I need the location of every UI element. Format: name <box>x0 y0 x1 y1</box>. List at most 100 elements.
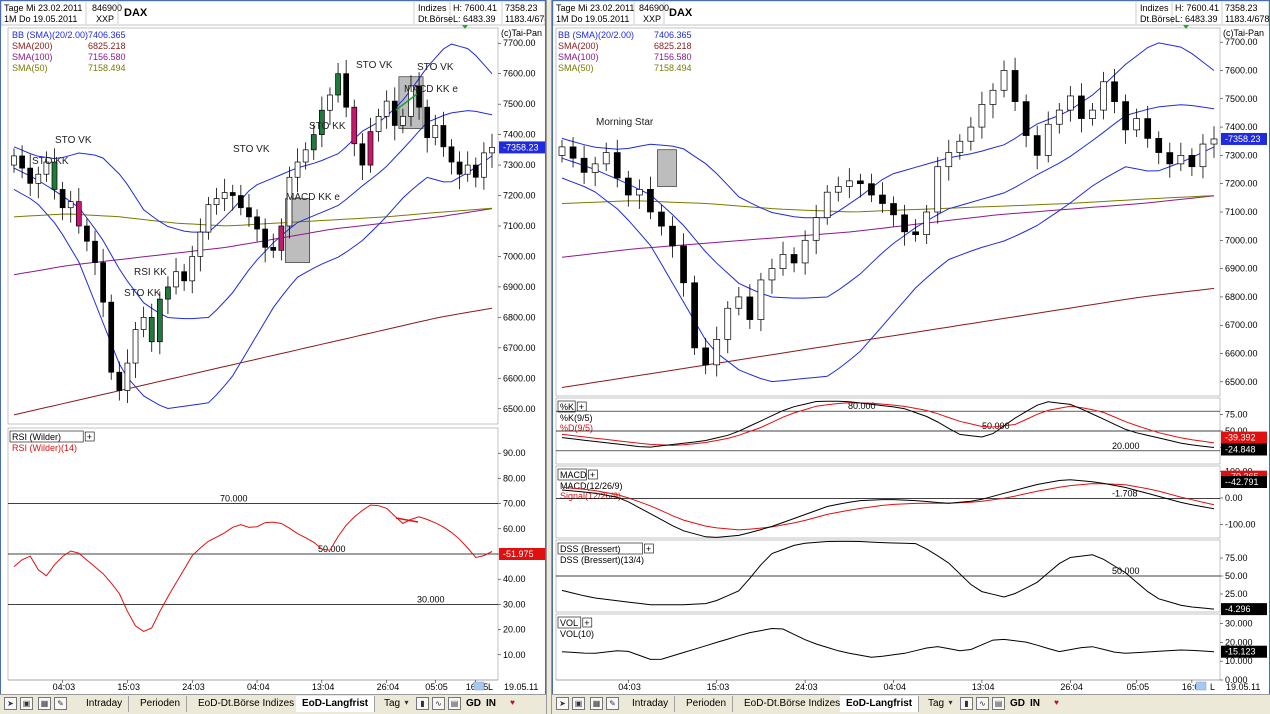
candle-body <box>624 177 632 196</box>
price-tick-label: 7300.00 <box>503 160 536 170</box>
tab-intraday[interactable]: Intraday <box>626 696 676 712</box>
macd-line <box>561 479 1215 538</box>
candle-body <box>173 271 179 288</box>
gd-button[interactable]: GD <box>466 698 481 709</box>
grid-icon[interactable]: ▦ <box>590 697 603 710</box>
in-button[interactable]: IN <box>486 698 496 709</box>
window-icon[interactable]: ▣ <box>20 697 33 710</box>
candle-body <box>448 146 455 163</box>
pen-icon[interactable]: ✎ <box>606 697 619 710</box>
left-rsi-panel[interactable]: RSI (Wilder) + RSI (Wilder)(14) 90.00 80.00 7… <box>7 427 545 681</box>
candles-icon[interactable]: ▮ <box>960 697 973 710</box>
level-label: 80.000 <box>848 401 876 411</box>
date-tick-label: 26:04 <box>377 682 400 692</box>
panel-tick-label: 10.00 <box>503 650 526 660</box>
right-indicator-panels[interactable]: %K+%K(9/5)%D(9/5)75.0050.0025.0080.00050… <box>555 397 1267 685</box>
chevron-down-icon[interactable]: ▾ <box>404 698 409 707</box>
value-badge-label: -4.296 <box>1225 604 1251 614</box>
tab-eod-boerse-indizes[interactable]: EoD-Dt.Börse Indizes <box>738 696 848 712</box>
tab-eod-langfrist[interactable]: EoD-Langfrist <box>296 696 376 712</box>
chart-annotation: STO VK <box>417 62 454 73</box>
right-chart-window: Tage Mi 23.02.2011 1M Do 19.05.2011 8469… <box>552 0 1270 696</box>
candle-body <box>302 149 309 163</box>
arrow-icon[interactable]: ➤ <box>556 697 569 710</box>
candle-body <box>580 157 588 173</box>
table-icon[interactable]: ▤ <box>992 697 1005 710</box>
right-price-chart[interactable]: 7700.00 7600.00 7500.00 7400.00 7300.00 7200.… <box>555 27 1267 397</box>
candle-body <box>1122 101 1129 131</box>
volume-line <box>561 627 1215 660</box>
panel-tick-label: 30.000 <box>1225 618 1253 628</box>
panel-title: MACD <box>560 470 587 480</box>
candle-body <box>768 268 776 281</box>
tab-tag[interactable]: Tag <box>928 698 945 709</box>
line-chart-icon[interactable]: ∿ <box>432 697 445 710</box>
line-chart-icon[interactable]: ∿ <box>976 697 989 710</box>
tab-eod-langfrist[interactable]: EoD-Langfrist <box>840 696 920 712</box>
candle-body <box>11 155 17 166</box>
candle-body <box>956 140 964 153</box>
candles-icon[interactable]: ▮ <box>416 697 429 710</box>
stoch-k-line <box>561 400 1215 448</box>
plus-icon: + <box>579 402 584 412</box>
gd-button[interactable]: GD <box>1010 698 1025 709</box>
candle-body <box>746 296 754 320</box>
bb-lower-line <box>561 146 1215 383</box>
candle-body <box>702 347 710 366</box>
candle-body <box>912 231 919 235</box>
candle-body <box>934 166 942 213</box>
header-code: 846900 <box>639 3 669 13</box>
legend-value: 7406.365 <box>654 30 692 40</box>
candle-body <box>713 339 721 366</box>
candle-body <box>75 201 82 227</box>
grid-icon[interactable]: ▦ <box>38 697 51 710</box>
candle-body <box>181 271 187 282</box>
legend-value: 7406.365 <box>88 30 126 40</box>
table-icon[interactable]: ▤ <box>448 697 461 710</box>
candle-body <box>558 146 566 156</box>
tab-tag[interactable]: Tag <box>384 698 401 709</box>
candle-body <box>132 329 139 364</box>
header-exchange: Dt.Börse <box>418 14 453 24</box>
candle-body <box>43 161 50 175</box>
legend-label: SMA(200) <box>12 41 53 51</box>
candle-body <box>868 183 875 196</box>
candle-body <box>375 115 382 132</box>
copyright-label: (c)Tai-Pan <box>501 28 542 38</box>
heart-icon[interactable]: ♥ <box>1054 698 1059 707</box>
tab-perioden[interactable]: Perioden <box>680 696 734 712</box>
left-chart-svg[interactable]: Tage Mi 23.02.2011 1M Do 19.05.2011 8469… <box>0 0 546 696</box>
price-tick-label: 7700.00 <box>503 38 536 48</box>
candle-body <box>1011 70 1019 102</box>
heart-icon[interactable]: ♥ <box>510 698 515 707</box>
window-icon[interactable]: ▣ <box>572 697 585 710</box>
pen-icon[interactable]: ✎ <box>54 697 67 710</box>
value-badge <box>1221 443 1267 456</box>
candle-body <box>116 371 123 391</box>
tab-perioden[interactable]: Perioden <box>134 696 188 712</box>
pane-splitter[interactable] <box>546 0 552 714</box>
tab-intraday[interactable]: Intraday <box>80 696 130 712</box>
panel-tick-label: 25.00 <box>1225 589 1248 599</box>
arrow-icon[interactable]: ➤ <box>4 697 17 710</box>
in-button[interactable]: IN <box>1030 698 1040 709</box>
tab-eod-boerse-indizes[interactable]: EoD-Dt.Börse Indizes <box>192 696 302 712</box>
right-chart-svg[interactable]: Tage Mi 23.02.2011 1M Do 19.05.2011 8469… <box>552 0 1270 696</box>
candle-body <box>647 189 654 213</box>
panel-tick-label: 80.00 <box>503 473 526 483</box>
date-tick-label: 04:03 <box>53 682 76 692</box>
price-tick-label: 6900.00 <box>1225 264 1258 274</box>
header-last-value: 7358.23 <box>505 3 538 13</box>
candle-body <box>59 189 66 209</box>
header-low: L: 6483.39 <box>1175 14 1218 24</box>
panel-tick-label: 0.00 <box>1225 493 1243 503</box>
value-badge-label: -24.848 <box>1225 444 1256 454</box>
plus-icon: + <box>87 432 92 442</box>
candle-body <box>658 211 665 227</box>
candle-body <box>391 100 398 126</box>
level-label: 50.000 <box>318 544 346 554</box>
left-chart-window: Tage Mi 23.02.2011 1M Do 19.05.2011 8469… <box>0 0 546 696</box>
chevron-down-icon[interactable]: ▾ <box>948 698 953 707</box>
candle-body <box>1078 95 1085 119</box>
left-price-chart[interactable]: 7700.00 7600.00 7500.00 7400.00 7300.00 7200.… <box>7 27 545 425</box>
